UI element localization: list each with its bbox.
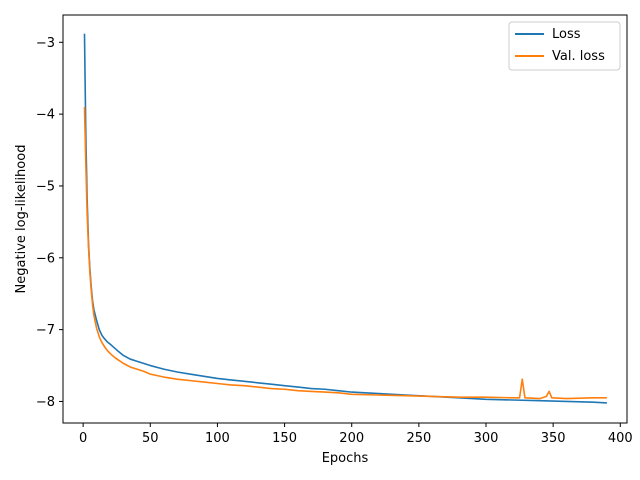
y-tick-label: −8 xyxy=(36,395,55,410)
y-tick-label: −4 xyxy=(36,108,55,123)
x-ticks: 0 50 100 150 200 250 300 350 400 xyxy=(79,423,633,446)
y-tick-label: −5 xyxy=(36,179,55,194)
x-tick-label: 0 xyxy=(79,431,87,446)
y-tick-label: −7 xyxy=(36,323,55,338)
x-tick-label: 250 xyxy=(406,431,431,446)
legend-label-loss: Loss xyxy=(552,27,581,42)
x-tick-label: 350 xyxy=(541,431,566,446)
legend-label-val-loss: Val. loss xyxy=(552,49,605,64)
x-tick-label: 300 xyxy=(474,431,499,446)
x-tick-label: 50 xyxy=(142,431,159,446)
x-tick-label: 400 xyxy=(608,431,633,446)
x-tick-label: 100 xyxy=(205,431,230,446)
y-axis-label: Negative log-likelihood xyxy=(14,145,29,294)
series-line-val-loss xyxy=(83,106,607,400)
series-line-loss xyxy=(83,33,607,404)
x-axis-label: Epochs xyxy=(322,451,369,466)
y-tick-label: −3 xyxy=(36,36,55,51)
legend: Loss Val. loss xyxy=(508,21,621,71)
y-ticks: −8 −7 −6 −5 −4 −3 xyxy=(36,36,63,410)
x-tick-label: 200 xyxy=(339,431,364,446)
plot-frame xyxy=(62,14,628,424)
x-tick-label: 150 xyxy=(272,431,297,446)
series-layer xyxy=(83,33,607,404)
y-tick-label: −6 xyxy=(36,251,55,266)
